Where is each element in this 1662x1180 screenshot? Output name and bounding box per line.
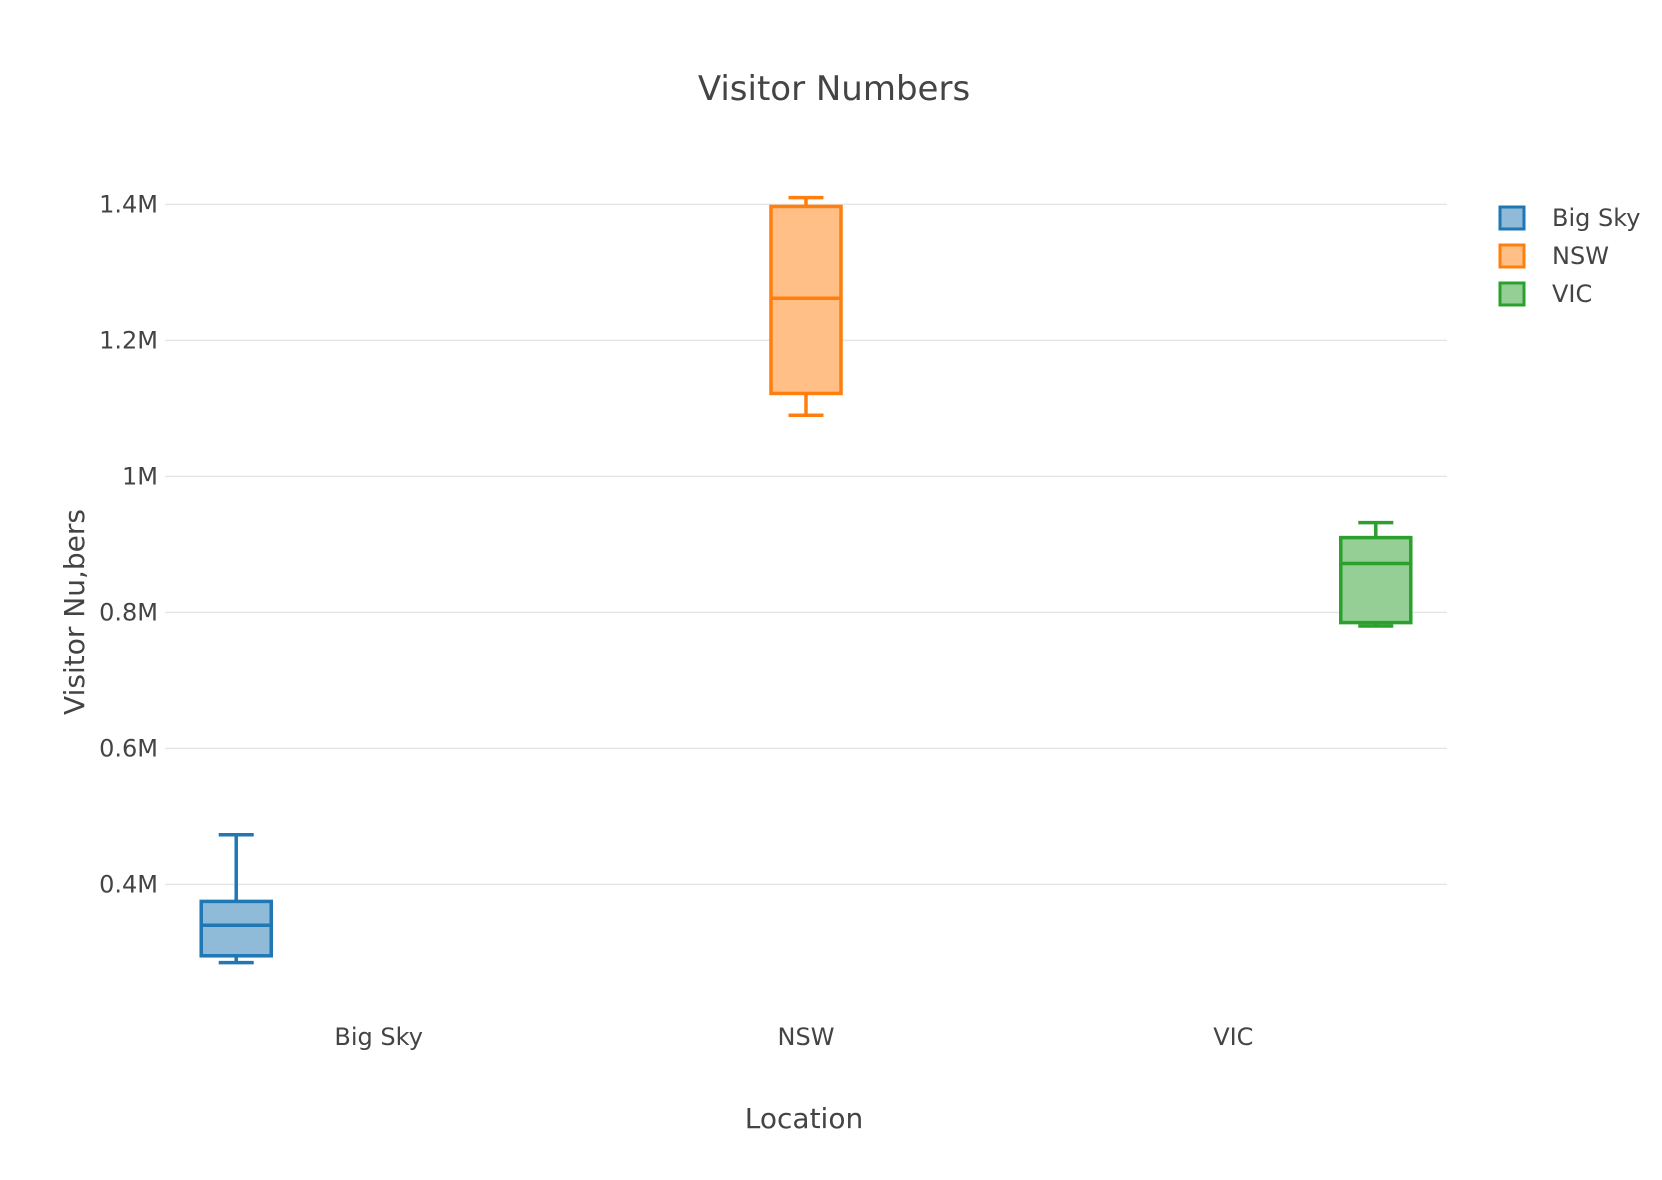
y-axis-title: Visitor Nu,bers [58, 509, 91, 715]
x-tick-label: Big Sky [334, 1023, 422, 1051]
x-axis-title: Location [745, 1102, 863, 1135]
y-tick-label: 0.8M [99, 598, 158, 626]
legend-label: Big Sky [1552, 204, 1640, 232]
x-tick-label: NSW [778, 1023, 835, 1051]
box-vic[interactable] [1339, 520, 1413, 628]
legend-item-big-sky[interactable]: Big Sky [1498, 204, 1640, 232]
legend-label: NSW [1552, 242, 1609, 270]
y-tick-label: 1.2M [99, 326, 158, 354]
y-tick-label: 1.4M [99, 190, 158, 218]
x-tick-label: VIC [1213, 1023, 1253, 1051]
boxes [199, 195, 1413, 965]
iqr-box [1339, 535, 1413, 625]
box-nsw[interactable] [769, 195, 843, 417]
legend-swatch [1498, 205, 1526, 231]
legend-item-vic[interactable]: VIC [1498, 280, 1592, 308]
box-big-sky[interactable] [199, 833, 273, 965]
legend[interactable]: Big Sky NSW VIC [1498, 204, 1640, 308]
legend-swatch [1498, 243, 1526, 269]
y-tick-label: 0.4M [99, 870, 158, 898]
legend-label: VIC [1552, 280, 1592, 308]
y-tick-label: 0.6M [99, 734, 158, 762]
legend-item-nsw[interactable]: NSW [1498, 242, 1609, 270]
chart-title: Visitor Numbers [698, 69, 970, 109]
y-tick-label: 1M [122, 462, 158, 490]
x-axis-ticks: Big Sky NSW VIC [334, 1023, 1253, 1051]
iqr-box [199, 899, 273, 958]
legend-swatch [1498, 281, 1526, 307]
y-axis-ticks: 0.4M 0.6M 0.8M 1M 1.2M 1.4M [99, 190, 158, 898]
